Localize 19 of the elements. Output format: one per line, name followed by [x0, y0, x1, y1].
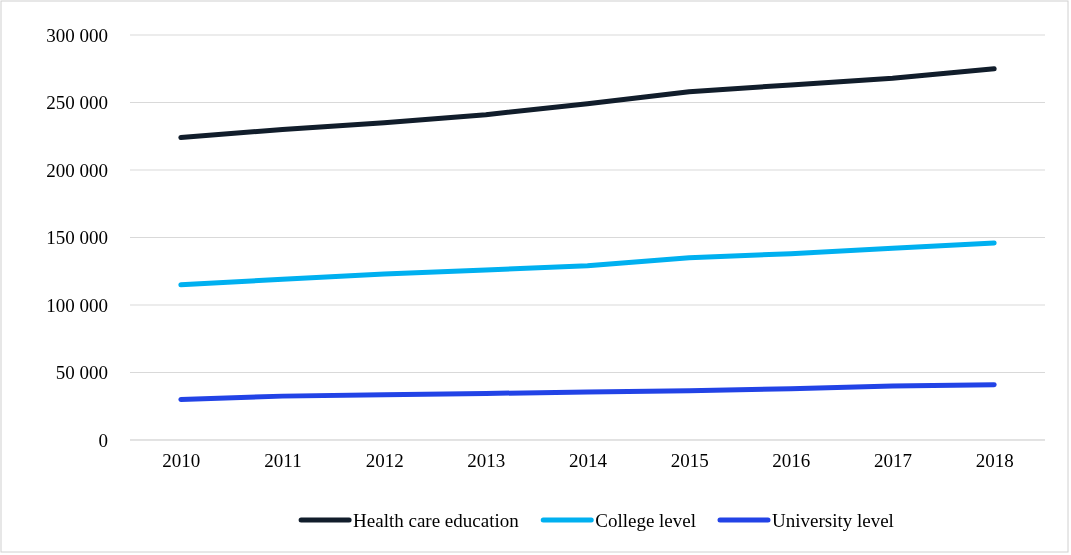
x-tick-label: 2018 — [975, 450, 1014, 472]
y-tick-label: 200 000 — [46, 159, 108, 181]
y-tick-label: 250 000 — [46, 92, 108, 114]
legend-label: College level — [595, 510, 697, 531]
y-tick-label: 300 000 — [46, 24, 108, 46]
x-tick-label: 2016 — [772, 450, 811, 472]
x-tick-label: 2015 — [670, 450, 709, 472]
legend-label: University level — [772, 510, 894, 531]
x-tick-label: 2013 — [467, 450, 506, 472]
y-tick-label: 0 — [98, 429, 108, 451]
y-tick-label: 150 000 — [46, 227, 108, 249]
x-tick-label: 2017 — [874, 450, 912, 472]
y-tick-label: 100 000 — [46, 294, 108, 316]
x-tick-label: 2011 — [264, 450, 302, 472]
x-tick-label: 2012 — [365, 450, 404, 472]
x-tick-label: 2010 — [162, 450, 201, 472]
y-tick-label: 50 000 — [55, 362, 108, 384]
legend-label: Health care education — [353, 510, 520, 531]
x-tick-label: 2014 — [569, 450, 608, 472]
